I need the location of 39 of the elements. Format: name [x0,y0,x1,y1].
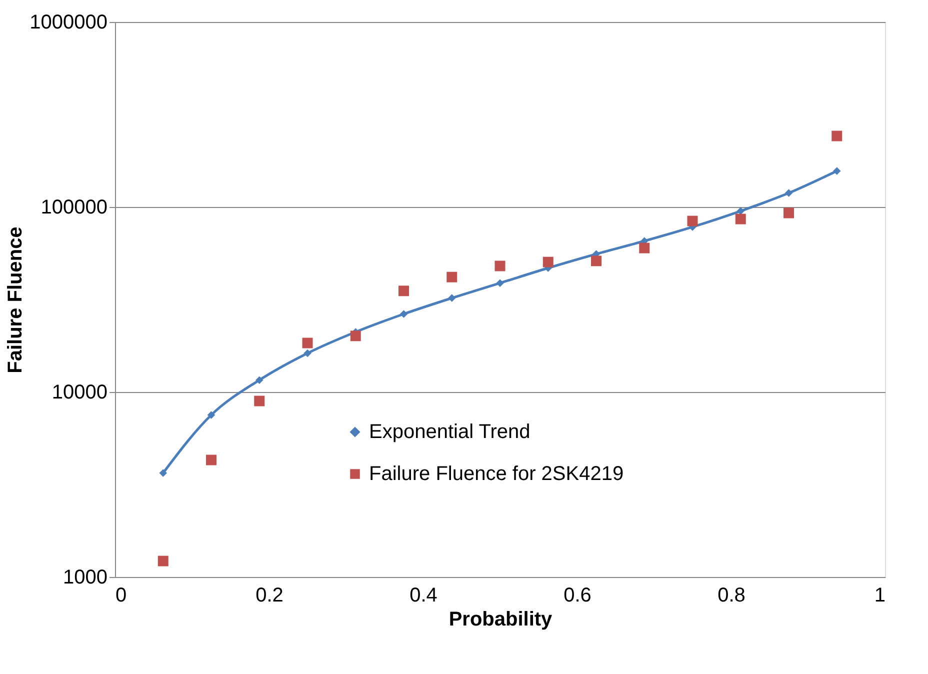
point [496,279,504,287]
point [832,130,842,142]
y-tick-label: 10000 [52,382,108,404]
point [639,242,650,254]
point [736,207,744,215]
point [400,310,408,318]
point [446,272,458,282]
point [254,396,265,406]
point [206,454,216,466]
x-tick-label: 0.6 [564,584,592,606]
point [304,349,312,358]
legend-label: Exponential Trend [369,421,530,443]
point [158,556,168,566]
point [687,216,698,226]
x-axis-title: Probability [448,608,554,630]
point [591,256,602,266]
point [207,411,216,419]
point [833,167,841,175]
point [735,214,746,224]
y-tick-label: 1000 [63,566,108,588]
y-tick-label: 1000000 [30,12,108,34]
point [350,330,361,342]
point [784,208,794,218]
point [159,469,167,477]
x-tick-label: 1 [874,584,886,606]
x-tick-label: 0.4 [410,584,438,606]
point [398,286,409,296]
point [448,294,456,302]
y-tick-label: 100000 [40,196,108,218]
point [256,376,264,384]
x-tick-label: 0.2 [256,584,284,606]
x-tick-label: 0.8 [718,584,746,606]
y-axis-title: Failure Fluence [4,226,27,374]
point [784,189,793,197]
point [494,260,506,272]
x-tick-label: 0 [116,584,127,606]
point [542,256,554,268]
legend-label: Failure Fluence for 2SK4219 [369,463,624,485]
point [302,338,313,348]
